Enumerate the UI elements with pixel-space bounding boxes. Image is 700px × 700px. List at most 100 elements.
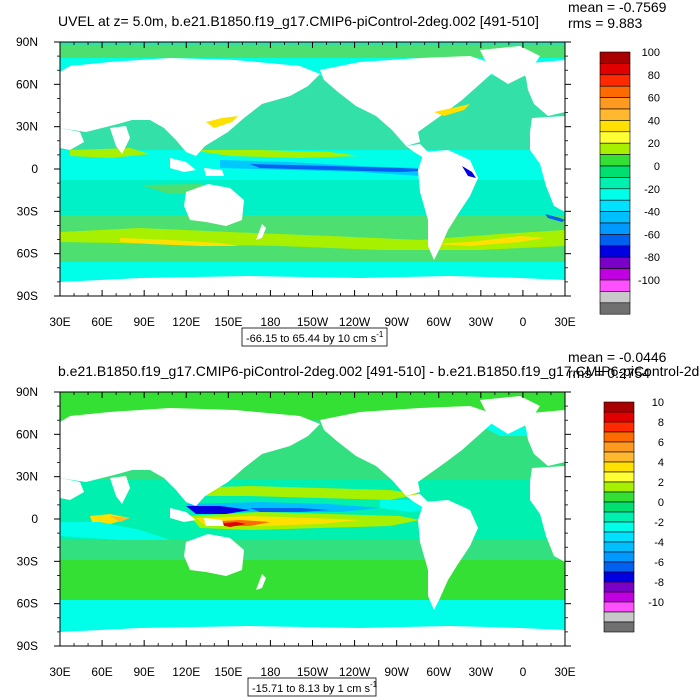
x-axis: 30E 60E 90E 120E 150E 180 150W 120W 90W 60W 30W 0 30… [49, 392, 576, 679]
panel-title: UVEL at z= 5.0m, b.e21.B1850.f19_g17.CMI… [58, 13, 539, 29]
colorbar-swatch [599, 245, 631, 258]
colorbar-label: 4 [658, 457, 664, 469]
land-newguinea [204, 168, 224, 176]
colorbar: 10 8 6 4 2 0 -2 -4 -6 -8 -10 [603, 397, 664, 633]
svg-text:-66.15 to 65.44 by 10 cm s-1: -66.15 to 65.44 by 10 cm s-1 [246, 330, 384, 345]
land-europe [520, 410, 565, 466]
land-japan [214, 446, 232, 474]
colorbar-swatch [603, 411, 635, 423]
colorbar-label: -40 [644, 207, 660, 219]
colorbar-swatch [603, 441, 635, 453]
colorbar-swatch [603, 561, 635, 573]
land-asia [60, 58, 320, 156]
field-band [250, 164, 440, 172]
y-tick-label: 0 [31, 162, 38, 176]
colorbar-swatch [603, 611, 635, 623]
land-masses [60, 396, 565, 646]
colorbar-swatch [603, 581, 635, 593]
colorbar-swatch [599, 131, 631, 144]
colorbar-label: 100 [642, 47, 660, 59]
land-arabia [60, 478, 84, 500]
land-southamerica [418, 500, 478, 610]
contour-info: -15.71 to 8.13 by 1 cm s [252, 683, 371, 695]
colorbar-swatch [603, 571, 635, 583]
colorbar-swatch [599, 222, 631, 235]
x-tick-label: 30E [49, 665, 70, 679]
x-tick-label: 90E [133, 315, 154, 329]
land-japan [214, 96, 232, 124]
map-area [60, 42, 565, 296]
colorbar-swatch [599, 177, 631, 190]
field-band [110, 516, 130, 522]
colorbar-swatch [603, 531, 635, 543]
colorbar-swatch [603, 541, 635, 553]
colorbar-swatch [599, 291, 631, 304]
colorbar-swatch [603, 451, 635, 463]
colorbar-label: -10 [648, 597, 664, 609]
y-tick-label: 30S [17, 204, 38, 218]
field-band [545, 214, 565, 222]
x-tick-label: 120W [339, 665, 371, 679]
contour-info-sup: -1 [376, 330, 384, 339]
colorbar-label: 80 [648, 70, 660, 82]
field-band [462, 166, 476, 178]
y-tick-label: 90N [16, 385, 38, 399]
colorbar-swatch [599, 120, 631, 133]
colorbar-label: -4 [654, 537, 664, 549]
x-tick-label: 90E [133, 665, 154, 679]
y-tick-label: 0 [31, 512, 38, 526]
colorbar-label: -60 [644, 229, 660, 241]
colorbar-swatch [599, 199, 631, 212]
colorbar-label: 6 [658, 437, 664, 449]
land-india [110, 476, 130, 504]
x-tick-label: 120W [339, 315, 371, 329]
colorbar-swatch [603, 591, 635, 603]
x-tick-label: 60E [91, 315, 112, 329]
map-area [60, 392, 565, 646]
x-tick-label: 30W [468, 665, 493, 679]
colorbar-swatch [599, 188, 631, 201]
land-newzealand [256, 574, 266, 590]
y-tick-label: 60S [17, 247, 38, 261]
field-band [90, 514, 130, 524]
colorbar-label: 20 [648, 138, 660, 150]
field-band [70, 148, 150, 158]
colorbar-swatch [603, 481, 635, 493]
field-band [60, 522, 170, 540]
field-band [190, 150, 360, 158]
field-band [216, 522, 246, 527]
colorbar-label: 60 [648, 93, 660, 105]
colorbar-swatch [599, 165, 631, 178]
colorbar-swatch [599, 256, 631, 269]
colorbar-swatch [599, 97, 631, 110]
panel-title: b.e21.B1850.f19_g17.CMIP6-piControl-2deg… [58, 363, 700, 379]
x-axis: 30E 60E 90E 120E 150E 180 150W 120W 90W 60W 30W 0 30… [49, 42, 576, 329]
colorbar-label: -100 [638, 275, 660, 287]
colorbar-swatch [599, 279, 631, 292]
colorbar-swatch [599, 85, 631, 98]
colorbar-swatch [599, 74, 631, 87]
colorbar-label: -20 [644, 184, 660, 196]
land-australia [184, 184, 244, 226]
mean-label: mean = -0.0446 [568, 349, 667, 365]
colorbar-label: -8 [654, 577, 664, 589]
colorbar-label: 0 [654, 161, 660, 173]
land-indonesia [170, 508, 196, 522]
rms-label: rms = 9.883 [568, 15, 643, 31]
x-tick-label: 120E [172, 665, 200, 679]
land-india [110, 126, 130, 154]
x-tick-label: 30E [554, 315, 575, 329]
x-tick-label: 30W [468, 315, 493, 329]
colorbar-swatch [599, 154, 631, 167]
colorbar-swatch [603, 511, 635, 523]
colorbar-swatch [599, 268, 631, 281]
x-tick-label: 150W [297, 315, 329, 329]
land-newzealand [256, 224, 266, 240]
x-tick-label: 120E [172, 315, 200, 329]
colorbar-swatch [603, 461, 635, 473]
x-tick-label: 90W [384, 315, 409, 329]
field-band [120, 238, 240, 246]
colorbar-swatch [603, 521, 635, 533]
colorbar-label: 10 [652, 397, 664, 409]
